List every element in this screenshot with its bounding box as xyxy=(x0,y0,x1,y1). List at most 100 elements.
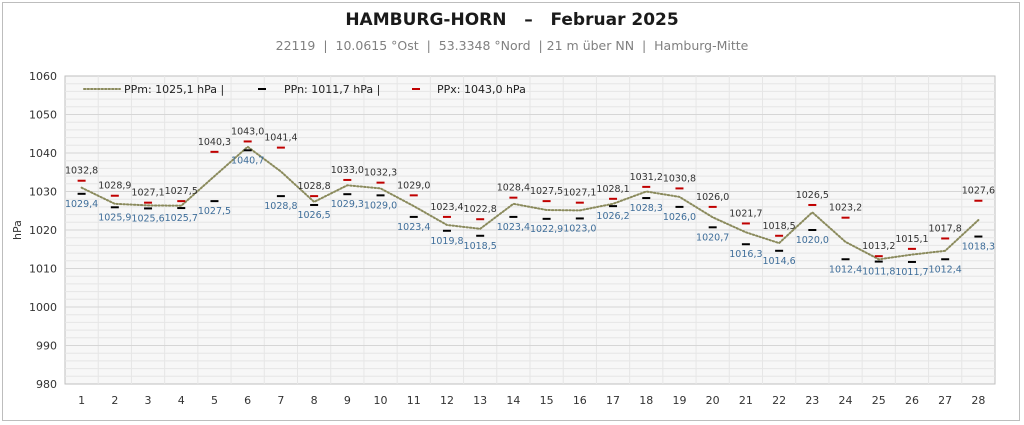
max-data-label: 1018,5 xyxy=(762,221,795,232)
min-data-label: 1011,8 xyxy=(862,267,895,278)
x-tick-label: 14 xyxy=(506,394,520,407)
chart-subtitle: 22119 | 10.0615 °Ost | 53.3348 °Nord | 2… xyxy=(275,38,749,53)
min-data-label: 1027,5 xyxy=(198,206,231,217)
max-data-label: 1028,8 xyxy=(297,181,330,192)
y-tick-label: 990 xyxy=(36,340,57,353)
x-tick-label: 7 xyxy=(277,394,284,407)
x-tick-label: 19 xyxy=(672,394,686,407)
max-data-label: 1030,8 xyxy=(663,173,696,184)
x-tick-label: 6 xyxy=(244,394,251,407)
max-data-label: 1028,1 xyxy=(596,184,629,195)
max-data-label: 1028,9 xyxy=(98,181,131,192)
max-data-label: 1023,4 xyxy=(430,202,463,213)
min-data-label: 1011,7 xyxy=(895,267,928,278)
max-data-label: 1021,7 xyxy=(729,208,762,219)
x-tick-label: 18 xyxy=(639,394,653,407)
min-data-label: 1025,6 xyxy=(131,213,164,224)
min-data-label: 1026,0 xyxy=(663,212,696,223)
x-tick-label: 13 xyxy=(473,394,487,407)
chart-title: HAMBURG-HORN – Februar 2025 xyxy=(345,10,679,30)
max-data-label: 1043,0 xyxy=(231,126,264,137)
max-data-label: 1013,2 xyxy=(862,241,895,252)
x-tick-label: 24 xyxy=(839,394,853,407)
x-tick-label: 3 xyxy=(145,394,152,407)
min-data-label: 1023,0 xyxy=(563,223,596,234)
x-tick-label: 2 xyxy=(111,394,118,407)
y-tick-label: 1020 xyxy=(29,224,57,237)
min-data-label: 1028,3 xyxy=(630,203,663,214)
y-tick-label: 1050 xyxy=(29,109,57,122)
max-data-label: 1026,5 xyxy=(796,190,829,201)
legend-max-label: PPx: 1043,0 hPa xyxy=(437,83,526,96)
y-tick-label: 1060 xyxy=(29,70,57,83)
min-data-label: 1029,4 xyxy=(65,199,98,210)
legend-min-label: PPn: 1011,7 hPa | xyxy=(284,83,380,96)
max-data-label: 1031,2 xyxy=(630,172,663,183)
max-data-label: 1028,4 xyxy=(497,183,530,194)
min-data-label: 1025,7 xyxy=(165,213,198,224)
y-axis-label: hPa xyxy=(11,220,24,240)
max-data-label: 1027,1 xyxy=(131,188,164,199)
min-data-label: 1025,9 xyxy=(98,212,131,223)
max-data-label: 1029,0 xyxy=(397,180,430,191)
y-tick-label: 1030 xyxy=(29,186,57,199)
mean-series-line xyxy=(80,145,980,261)
min-data-label: 1023,4 xyxy=(497,222,530,233)
legend-mean-label: PPm: 1025,1 hPa | xyxy=(124,83,224,96)
min-data-label: 1018,5 xyxy=(464,241,497,252)
min-data-label: 1023,4 xyxy=(397,222,430,233)
min-data-label: 1026,2 xyxy=(596,211,629,222)
max-data-label: 1015,1 xyxy=(895,234,928,245)
min-data-label: 1040,7 xyxy=(231,155,264,166)
min-data-label: 1020,0 xyxy=(796,235,829,246)
max-data-label: 1017,8 xyxy=(929,223,962,234)
min-data-label: 1026,5 xyxy=(297,210,330,221)
y-tick-label: 1010 xyxy=(29,263,57,276)
max-data-label: 1032,8 xyxy=(65,166,98,177)
x-tick-label: 26 xyxy=(905,394,919,407)
x-tick-label: 27 xyxy=(938,394,952,407)
min-data-label: 1012,4 xyxy=(829,264,862,275)
x-tick-label: 12 xyxy=(440,394,454,407)
min-data-label: 1022,9 xyxy=(530,224,563,235)
x-tick-label: 25 xyxy=(872,394,886,407)
max-data-label: 1027,1 xyxy=(563,188,596,199)
x-tick-label: 28 xyxy=(971,394,985,407)
max-data-label: 1022,8 xyxy=(464,204,497,215)
min-data-label: 1029,3 xyxy=(331,199,364,210)
min-data-label: 1029,0 xyxy=(364,200,397,211)
min-data-label: 1014,6 xyxy=(762,256,795,267)
max-data-label: 1040,3 xyxy=(198,137,231,148)
min-data-label: 1016,3 xyxy=(729,249,762,260)
x-tick-label: 11 xyxy=(407,394,421,407)
min-data-label: 1028,8 xyxy=(264,201,297,212)
max-data-label: 1023,2 xyxy=(829,203,862,214)
x-tick-label: 17 xyxy=(606,394,620,407)
max-data-label: 1027,5 xyxy=(165,186,198,197)
x-tick-label: 1 xyxy=(78,394,85,407)
x-tick-label: 8 xyxy=(311,394,318,407)
x-tick-label: 22 xyxy=(772,394,786,407)
max-data-label: 1027,6 xyxy=(962,186,995,197)
x-tick-label: 23 xyxy=(805,394,819,407)
x-tick-label: 4 xyxy=(178,394,185,407)
min-data-label: 1018,3 xyxy=(962,242,995,253)
x-tick-label: 16 xyxy=(573,394,587,407)
x-tick-label: 20 xyxy=(706,394,720,407)
min-data-label: 1019,8 xyxy=(430,236,463,247)
x-tick-label: 15 xyxy=(540,394,554,407)
y-tick-label: 980 xyxy=(36,378,57,391)
y-tick-label: 1040 xyxy=(29,147,57,160)
x-tick-label: 9 xyxy=(344,394,351,407)
x-tick-label: 5 xyxy=(211,394,218,407)
max-data-label: 1033,0 xyxy=(331,165,364,176)
min-data-label: 1020,7 xyxy=(696,232,729,243)
max-data-label: 1026,0 xyxy=(696,192,729,203)
min-data-label: 1012,4 xyxy=(929,264,962,275)
max-data-label: 1027,5 xyxy=(530,186,563,197)
max-data-label: 1041,4 xyxy=(264,133,297,144)
max-data-label: 1032,3 xyxy=(364,168,397,179)
x-tick-label: 10 xyxy=(374,394,388,407)
x-tick-label: 21 xyxy=(739,394,753,407)
